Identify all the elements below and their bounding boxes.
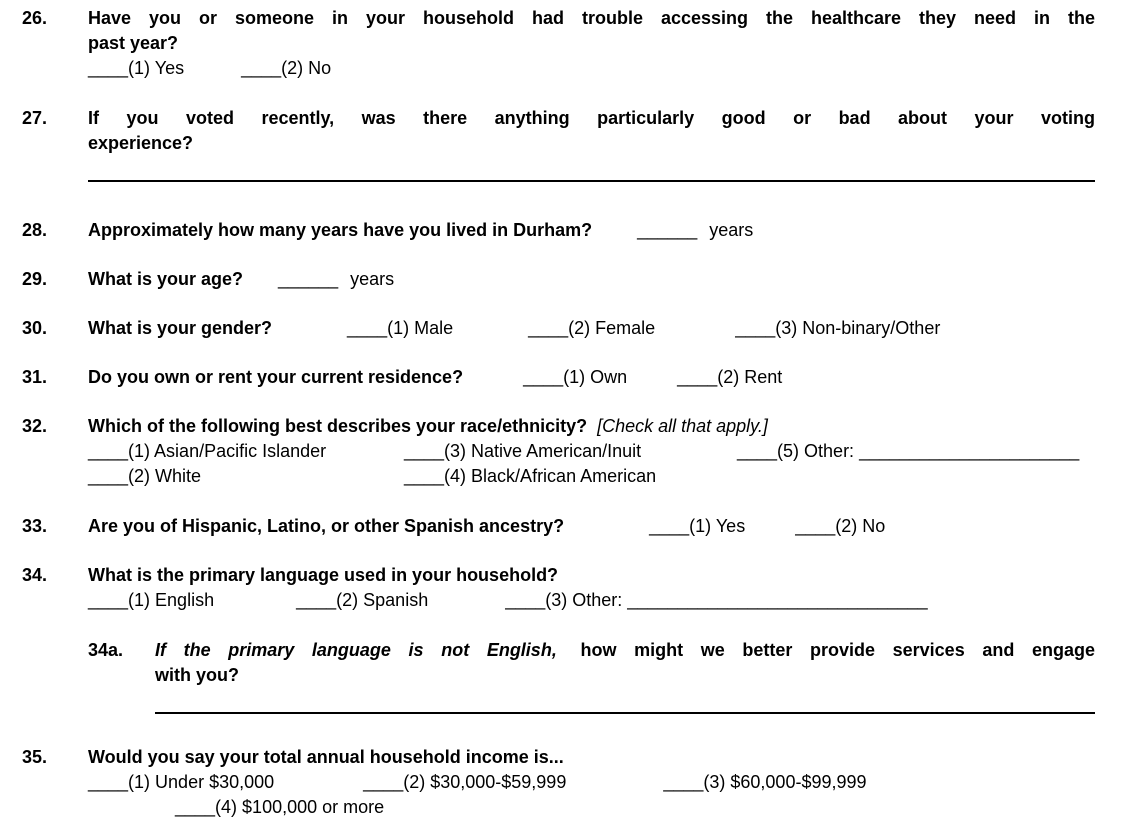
question-30-line: What is your gender? ____(1) Male ____(2… (88, 316, 1095, 341)
question-26: 26. Have you or someone in your househol… (22, 6, 1095, 81)
q32-option-asian-pacific-islander: ____(1) Asian/Pacific Islander (88, 441, 327, 461)
question-31-number: 31. (22, 367, 48, 387)
question-30-number: 30. (22, 318, 48, 338)
question-34a: 34a. If the primary language is not Engl… (22, 638, 1095, 714)
question-32-line: Which of the following best describes yo… (88, 414, 1095, 439)
question-26-text-line2: past year? (88, 33, 179, 53)
question-26-options: ____(1) Yes ____(2) No (88, 56, 1095, 81)
question-28-text: Approximately how many years have you li… (88, 220, 593, 240)
question-29-number: 29. (22, 269, 48, 289)
q28-years-blank: ______ (637, 220, 698, 240)
question-27-number: 27. (22, 108, 48, 128)
q35-option-60000-99999: ____(3) $60,000-$99,999 (663, 772, 867, 792)
q35-option-30000-59999: ____(2) $30,000-$59,999 (363, 772, 567, 792)
question-34: 34. What is the primary language used in… (22, 563, 1095, 613)
question-33-number: 33. (22, 516, 48, 536)
question-27-text-line2: experience? (88, 133, 194, 153)
question-35-number: 35. (22, 747, 48, 767)
question-33-text: Are you of Hispanic, Latino, or other Sp… (88, 516, 565, 536)
question-30-text: What is your gender? (88, 318, 273, 338)
q32-empty-cell (737, 464, 1095, 489)
q29-years-label: years (350, 269, 395, 289)
q26-option-yes: ____(1) Yes (88, 58, 185, 78)
question-32: 32. Which of the following best describe… (22, 414, 1095, 489)
question-28: 28. Approximately how many years have yo… (22, 218, 1095, 243)
question-30: 30. What is your gender? ____(1) Male __… (22, 316, 1095, 341)
q34a-condition-italic: If the primary language is not English, (155, 640, 557, 660)
q29-years-blank: ______ (278, 269, 339, 289)
q33-option-no: ____(2) No (795, 516, 886, 536)
question-35-text: Would you say your total annual househol… (88, 747, 564, 767)
question-35-options: ____(1) Under $30,000 ____(2) $30,000-$5… (88, 770, 1095, 820)
q30-option-nonbinary-other: ____(3) Non-binary/Other (735, 318, 941, 338)
q26-option-no: ____(2) No (241, 58, 332, 78)
question-31-text: Do you own or rent your current residenc… (88, 367, 464, 387)
question-27: 27. If you voted recently, was there any… (22, 106, 1095, 182)
question-26-number: 26. (22, 8, 48, 28)
question-33-line: Are you of Hispanic, Latino, or other Sp… (88, 514, 1095, 539)
question-34a-number: 34a. (88, 640, 124, 660)
q30-option-male: ____(1) Male (347, 318, 454, 338)
question-34a-text-line1: If the primary language is not English, … (155, 638, 1095, 663)
question-34a-text-line2: with you? (155, 665, 239, 685)
q32-option-other: ____(5) Other: ______________________ (737, 441, 1080, 461)
q34-option-other: ____(3) Other: _________________________… (505, 590, 928, 610)
q34a-indent-spacer (22, 638, 88, 714)
q28-years-label: years (709, 220, 754, 240)
question-34-number: 34. (22, 565, 48, 585)
q32-option-native-american-inuit: ____(3) Native American/Inuit (404, 441, 642, 461)
question-31-line: Do you own or rent your current residenc… (88, 365, 1095, 390)
question-34-options: ____(1) English ____(2) Spanish ____(3) … (88, 588, 1095, 613)
question-26-text-line1: Have you or someone in your household ha… (88, 8, 1095, 28)
question-31: 31. Do you own or rent your current resi… (22, 365, 1095, 390)
q31-option-rent: ____(2) Rent (677, 367, 783, 387)
q33-option-yes: ____(1) Yes (649, 516, 746, 536)
question-35: 35. Would you say your total annual hous… (22, 745, 1095, 820)
q34a-write-in-line (155, 712, 1095, 714)
question-34-text: What is the primary language used in you… (88, 565, 559, 585)
q31-option-own: ____(1) Own (523, 367, 628, 387)
q32-check-all-note: [Check all that apply.] (597, 416, 768, 436)
q34a-text-rest: how might we better provide services and… (580, 640, 1095, 660)
q34-option-english: ____(1) English (88, 590, 215, 610)
question-33: 33. Are you of Hispanic, Latino, or othe… (22, 514, 1095, 539)
question-29: 29. What is your age? ______ years (22, 267, 1095, 292)
question-28-line: Approximately how many years have you li… (88, 218, 1095, 243)
q34-option-spanish: ____(2) Spanish (296, 590, 429, 610)
q35-option-100000-or-more: ____(4) $100,000 or more (175, 797, 385, 817)
question-29-line: What is your age? ______ years (88, 267, 1095, 292)
q27-write-in-line (88, 180, 1095, 182)
q32-option-black-african-american: ____(4) Black/African American (404, 466, 657, 486)
question-28-number: 28. (22, 220, 48, 240)
question-29-text: What is your age? (88, 269, 244, 289)
question-27-text-line1: If you voted recently, was there anythin… (88, 108, 1095, 128)
q30-option-female: ____(2) Female (528, 318, 656, 338)
q32-option-white: ____(2) White (88, 466, 202, 486)
question-32-options: ____(1) Asian/Pacific Islander ____(3) N… (88, 439, 1095, 489)
q35-option-under-30000: ____(1) Under $30,000 (88, 772, 275, 792)
question-32-text: Which of the following best describes yo… (88, 416, 588, 436)
question-32-number: 32. (22, 416, 48, 436)
